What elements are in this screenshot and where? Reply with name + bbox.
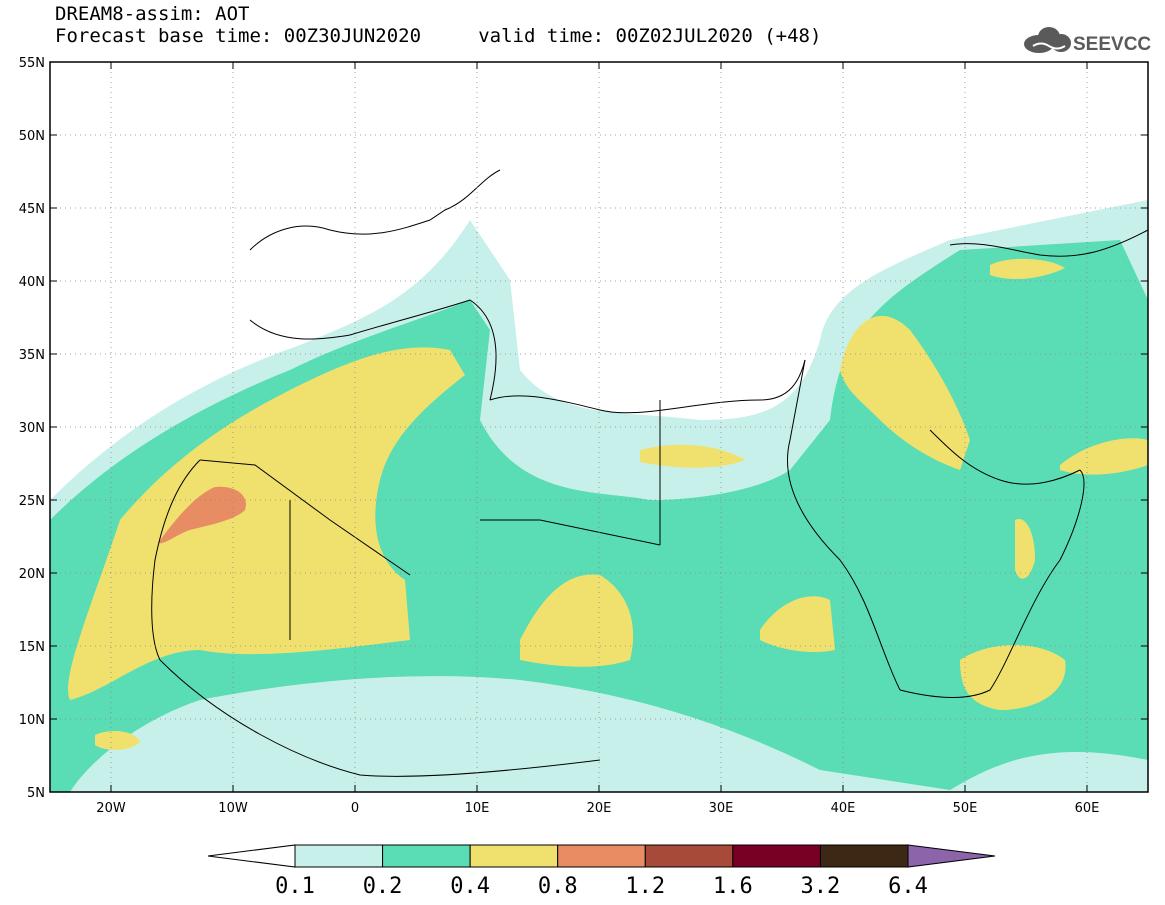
lon-label: 10W [218, 801, 248, 816]
colorbar-swatch [469, 844, 559, 868]
lat-label: 20N [19, 567, 45, 582]
map-title: DREAM8-assim: AOT [55, 3, 250, 25]
seevccc-logo: SEEVCCC [1017, 22, 1165, 60]
lat-label: 10N [19, 713, 45, 728]
colorbar-label: 0.1 [275, 874, 315, 899]
colorbar-high-arrow [907, 844, 996, 868]
colorbar-label: 3.2 [801, 874, 841, 899]
coastlines [151, 169, 1148, 777]
graticule [50, 62, 1148, 792]
colorbar-swatch [294, 844, 384, 868]
colorbar-swatch [557, 844, 646, 868]
aot-field [50, 200, 1148, 792]
aot-band-0.4-caspian [990, 258, 1065, 280]
lat-label: 40N [19, 275, 45, 290]
aot-band-0.8 [158, 486, 246, 544]
lat-label: 55N [19, 56, 45, 71]
lon-label: 40E [831, 801, 856, 816]
aot-band-0.4-sahara [68, 347, 465, 700]
lon-label: 10E [465, 801, 490, 816]
lat-label: 30N [19, 421, 45, 436]
cloud-icon [1024, 27, 1071, 53]
colorbar-swatch [382, 844, 471, 868]
colorbar-label: 0.2 [363, 874, 403, 899]
latitude-axis: 55N 50N 45N 40N 35N 30N 25N 20N 15N 10N 5N [19, 56, 1148, 801]
aot-band-0.4-sudan [760, 596, 835, 652]
lon-label: 0 [351, 801, 359, 816]
lon-label: 30E [709, 801, 734, 816]
lat-label: 45N [19, 202, 45, 217]
colorbar-label: 1.2 [625, 874, 665, 899]
colorbar-label: 6.4 [888, 874, 928, 899]
longitude-axis: 20W 10W 0 10E 20E 30E 40E 50E 60E [96, 62, 1099, 816]
aot-band-0.4-chad [520, 574, 634, 667]
lat-label: 25N [19, 494, 45, 509]
aot-band-0.4-westafrica [95, 730, 140, 750]
colorbar-swatch [819, 844, 909, 868]
lon-label: 60E [1075, 801, 1100, 816]
lon-label: 50E [953, 801, 978, 816]
colorbar-swatch [732, 844, 821, 868]
lat-label: 50N [19, 129, 45, 144]
forecast-times: Forecast base time: 00Z30JUN2020 valid t… [55, 25, 822, 47]
logo-text: SEEVCCC [1073, 34, 1151, 55]
aot-band-0.4-oman [1015, 519, 1035, 579]
colorbar-swatch [644, 844, 734, 868]
colorbar-label: 0.4 [450, 874, 490, 899]
lat-label: 15N [19, 640, 45, 655]
colorbar: 0.1 0.2 0.4 0.8 1.2 1.6 3.2 6.4 [207, 844, 996, 899]
lon-label: 20W [96, 801, 126, 816]
aot-band-0.4-arabian-sea [960, 645, 1066, 710]
colorbar-low-arrow [207, 844, 296, 868]
colorbar-label: 1.6 [713, 874, 753, 899]
colorbar-label: 0.8 [538, 874, 578, 899]
lat-label: 35N [19, 348, 45, 363]
aot-band-0.4-gulf [1060, 438, 1148, 475]
aot-band-0.4-arabia [840, 315, 970, 470]
lon-label: 20E [587, 801, 612, 816]
aot-band-0.4-egypt [640, 444, 745, 468]
lat-label: 5N [27, 786, 45, 801]
